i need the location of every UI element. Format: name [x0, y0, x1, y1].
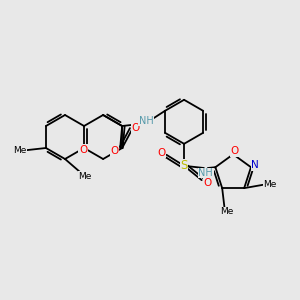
Text: O: O [157, 148, 166, 158]
Text: O: O [203, 178, 212, 188]
Text: S: S [180, 159, 188, 172]
Text: O: O [110, 146, 118, 156]
Text: O: O [79, 145, 87, 155]
Text: NH: NH [199, 168, 213, 178]
Text: Me: Me [14, 146, 27, 155]
Text: Me: Me [220, 207, 233, 216]
Text: O: O [230, 146, 238, 156]
Text: NH: NH [139, 116, 153, 126]
Text: N: N [251, 160, 259, 170]
Text: Me: Me [263, 180, 277, 189]
Text: Me: Me [79, 172, 92, 181]
Text: O: O [131, 123, 139, 133]
